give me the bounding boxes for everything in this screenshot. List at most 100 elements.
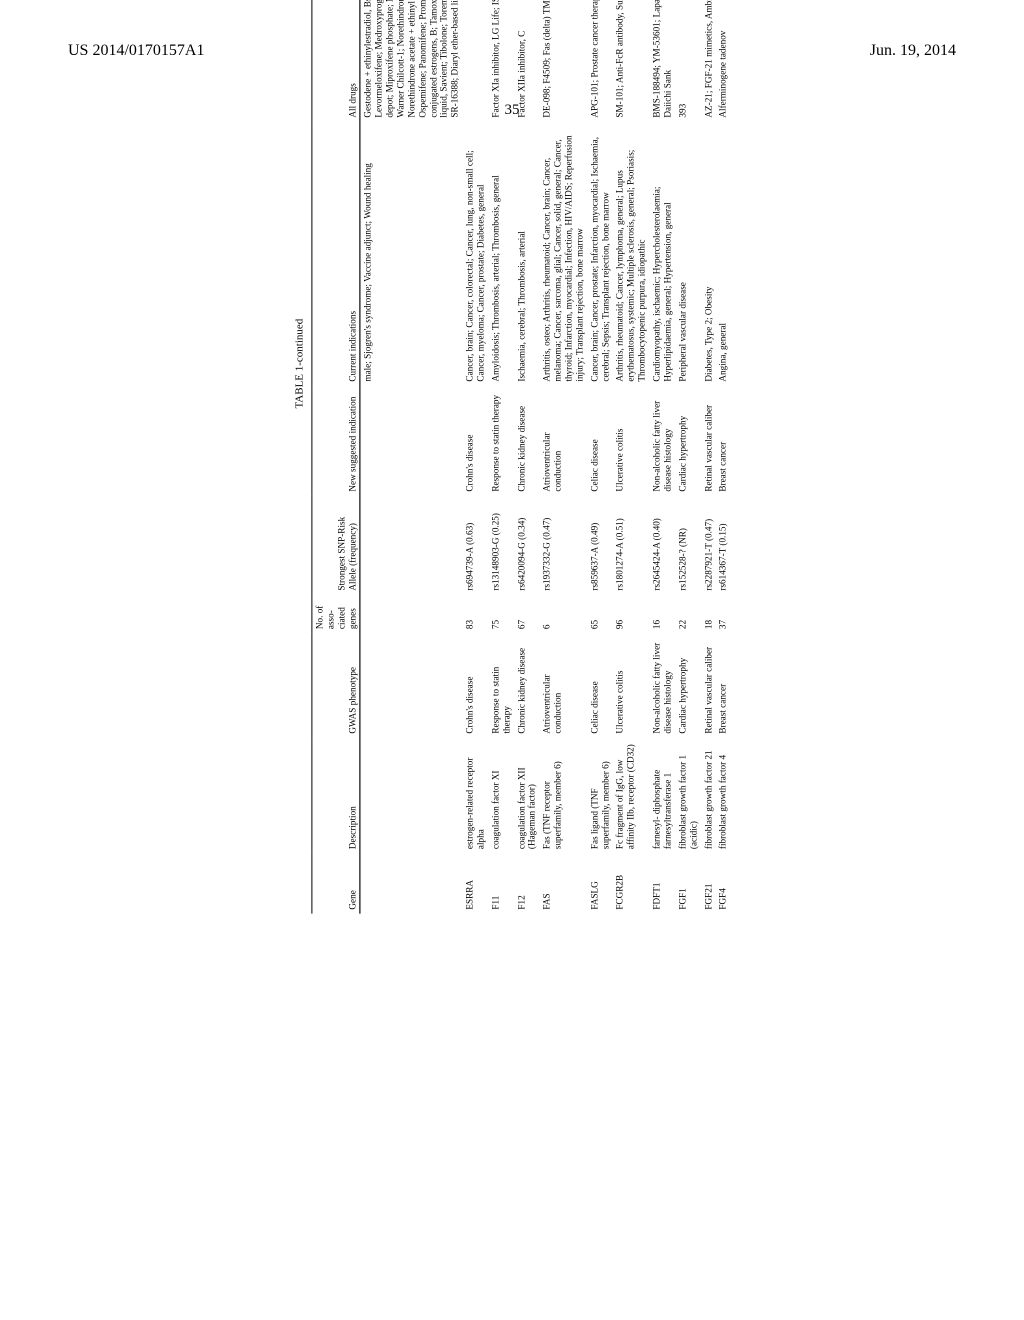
col-header-desc: Description bbox=[312, 738, 360, 854]
col-header-no: No. of asso- ciated genes bbox=[312, 595, 360, 634]
cell-curind: Arthritis, rheumatoid; Cancer, lymphoma,… bbox=[613, 122, 650, 386]
cell-snp: rs2645424-A (0.40) bbox=[649, 496, 675, 595]
cell-gene: FGF1 bbox=[675, 853, 701, 914]
cell-desc: farnesyl- diphosphate farnesyltransferas… bbox=[649, 738, 675, 854]
cell-newind: Cardiac hypertrophy bbox=[675, 386, 701, 496]
cell-gene: FAS bbox=[540, 853, 587, 914]
cell-no: 37 bbox=[716, 595, 731, 634]
table-title: TABLE 1-continued bbox=[293, 0, 305, 914]
data-table: Gene Description GWAS phenotype No. of a… bbox=[311, 0, 730, 914]
table-region: TABLE 1-continued Gene Description GWAS … bbox=[293, 0, 730, 914]
cell-gwas: Retinal vascular caliber bbox=[701, 633, 716, 738]
cell-no: 67 bbox=[514, 595, 540, 634]
table-row: FGF1fibroblast growth factor 1 (acidic)C… bbox=[675, 0, 701, 914]
cell-curind: Ischaemia, cerebral; Thrombosis, arteria… bbox=[514, 122, 540, 386]
cell-snp: rs2287921-T (0.47) bbox=[701, 496, 716, 595]
cell-drugs: DE-098; F4509; Fas (delta) TM protein; M… bbox=[540, 0, 587, 122]
table-row: FASLGFas ligand (TNF superfamily, member… bbox=[587, 0, 613, 914]
cell-desc: Fc fragment of IgG, low affinity IIb, re… bbox=[613, 738, 650, 854]
col-header-snp: Strongest SNP-Risk Allele (frequency) bbox=[312, 496, 360, 595]
cell-curind: Arthritis, osteo; Arthritis, rheumatoid;… bbox=[540, 122, 587, 386]
table-row: F12coagulation factor XII (Hageman facto… bbox=[514, 0, 540, 914]
cell-gwas: Non-alcoholic fatty liver disease histol… bbox=[649, 633, 675, 738]
cell-curind: Diabetes, Type 2; Obesity bbox=[701, 122, 716, 386]
cell-drugs: AZ-21; FGF-21 mimetics, Ambrx; LP-101 bbox=[701, 0, 716, 122]
cell-gwas: Chronic kidney disease bbox=[514, 633, 540, 738]
cell-newind: Crohn's disease bbox=[463, 386, 489, 496]
cell-snp: rs152528-? (NR) bbox=[675, 496, 701, 595]
cell-desc: fibroblast growth factor 21 bbox=[701, 738, 716, 854]
cell-snp: rs1801274-A (0.51) bbox=[613, 496, 650, 595]
cell-gene bbox=[360, 853, 462, 914]
cell-drugs: Gestodene + ethinylestradiol, Bs; Icarit… bbox=[360, 0, 462, 122]
cell-newind: Response to statin therapy bbox=[488, 386, 514, 496]
cell-newind: Chronic kidney disease bbox=[514, 386, 540, 496]
table-row: ESRRAestrogen-related receptor alphaCroh… bbox=[463, 0, 489, 914]
cell-no: 22 bbox=[675, 595, 701, 634]
cell-gene: FASLG bbox=[587, 853, 613, 914]
cell-gwas: Celiac disease bbox=[587, 633, 613, 738]
cell-curind: Cancer, brain; Cancer, prostate; Infarct… bbox=[587, 122, 613, 386]
cell-gene: FGF21 bbox=[701, 853, 716, 914]
cell-desc: Fas (TNF receptor superfamily, member 6) bbox=[540, 738, 587, 854]
cell-newind: Retinal vascular caliber bbox=[701, 386, 716, 496]
table-row: F11coagulation factor XIResponse to stat… bbox=[488, 0, 514, 914]
table-row: FGF21fibroblast growth factor 21Retinal … bbox=[701, 0, 716, 914]
cell-desc: estrogen-related receptor alpha bbox=[463, 738, 489, 854]
cell-gwas: Cardiac hypertrophy bbox=[675, 633, 701, 738]
cell-desc: coagulation factor XI bbox=[488, 738, 514, 854]
cell-newind: Breast cancer bbox=[716, 386, 731, 496]
cell-gwas: Ulcerative colitis bbox=[613, 633, 650, 738]
cell-no: 75 bbox=[488, 595, 514, 634]
cell-gene: ESRRA bbox=[463, 853, 489, 914]
cell-curind: Angina, general bbox=[716, 122, 731, 386]
table-row: FGF4fibroblast growth factor 4Breast can… bbox=[716, 0, 731, 914]
cell-curind: Peripheral vascular disease bbox=[675, 122, 701, 386]
cell-gene: F11 bbox=[488, 853, 514, 914]
cell-desc: Fas ligand (TNF superfamily, member 6) bbox=[587, 738, 613, 854]
cell-curind: Amyloidosis; Thrombosis, arterial; Throm… bbox=[488, 122, 514, 386]
cell-desc: coagulation factor XII (Hageman factor) bbox=[514, 738, 540, 854]
cell-no: 16 bbox=[649, 595, 675, 634]
cell-newind: Non-alcoholic fatty liver disease histol… bbox=[649, 386, 675, 496]
table-row: FDFT1farnesyl- diphosphate farnesyltrans… bbox=[649, 0, 675, 914]
cell-curind: Cancer, brain; Cancer, colorectal; Cance… bbox=[463, 122, 489, 386]
cell-snp: rs13148903-G (0.25) bbox=[488, 496, 514, 595]
cell-snp: rs694739-A (0.63) bbox=[463, 496, 489, 595]
cell-gene: F12 bbox=[514, 853, 540, 914]
col-header-gene: Gene bbox=[312, 853, 360, 914]
cell-drugs: SM-101; Anti-FcR antibody, SuppreM bbox=[613, 0, 650, 122]
cell-snp: rs859637-A (0.49) bbox=[587, 496, 613, 595]
cell-snp: rs614367-T (0.15) bbox=[716, 496, 731, 595]
col-header-newind: New suggested indication bbox=[312, 386, 360, 496]
cell-gwas: Crohn's disease bbox=[463, 633, 489, 738]
cell-gwas: Response to statin therapy bbox=[488, 633, 514, 738]
cell-no: 96 bbox=[613, 595, 650, 634]
col-header-curind: Current indications bbox=[312, 122, 360, 386]
cell-drugs: APG-101; Prostate cancer therapy, Sand bbox=[587, 0, 613, 122]
cell-gene: FGF4 bbox=[716, 853, 731, 914]
cell-drugs: 393 bbox=[675, 0, 701, 122]
cell-no: 18 bbox=[701, 595, 716, 634]
cell-gwas bbox=[360, 633, 462, 738]
cell-desc: fibroblast growth factor 1 (acidic) bbox=[675, 738, 701, 854]
cell-newind bbox=[360, 386, 462, 496]
cell-drugs bbox=[463, 0, 489, 122]
cell-gene: FDFT1 bbox=[649, 853, 675, 914]
cell-no: 83 bbox=[463, 595, 489, 634]
cell-drugs: BMS-188494; YM-53601; Lapaquistat acetat… bbox=[649, 0, 675, 122]
cell-curind: Cardiomyopathy, ischaemic; Hypercholeste… bbox=[649, 122, 675, 386]
cell-desc bbox=[360, 738, 462, 854]
cell-drugs: Factor XIIa inhibitor, C bbox=[514, 0, 540, 122]
cell-desc: fibroblast growth factor 4 bbox=[716, 738, 731, 854]
col-header-drugs: All drugs bbox=[312, 0, 360, 122]
cell-gwas: Breast cancer bbox=[716, 633, 731, 738]
cell-drugs: Factor XIa inhibitor, LG Life; ISIS-4040… bbox=[488, 0, 514, 122]
cell-snp: rs6420094-G (0.34) bbox=[514, 496, 540, 595]
cell-snp bbox=[360, 496, 462, 595]
cell-curind: male; Sjogren's syndrome; Vaccine adjunc… bbox=[360, 122, 462, 386]
cell-no: 65 bbox=[587, 595, 613, 634]
table-row: male; Sjogren's syndrome; Vaccine adjunc… bbox=[360, 0, 462, 914]
cell-gene: FCGR2B bbox=[613, 853, 650, 914]
table-row: FCGR2BFc fragment of IgG, low affinity I… bbox=[613, 0, 650, 914]
